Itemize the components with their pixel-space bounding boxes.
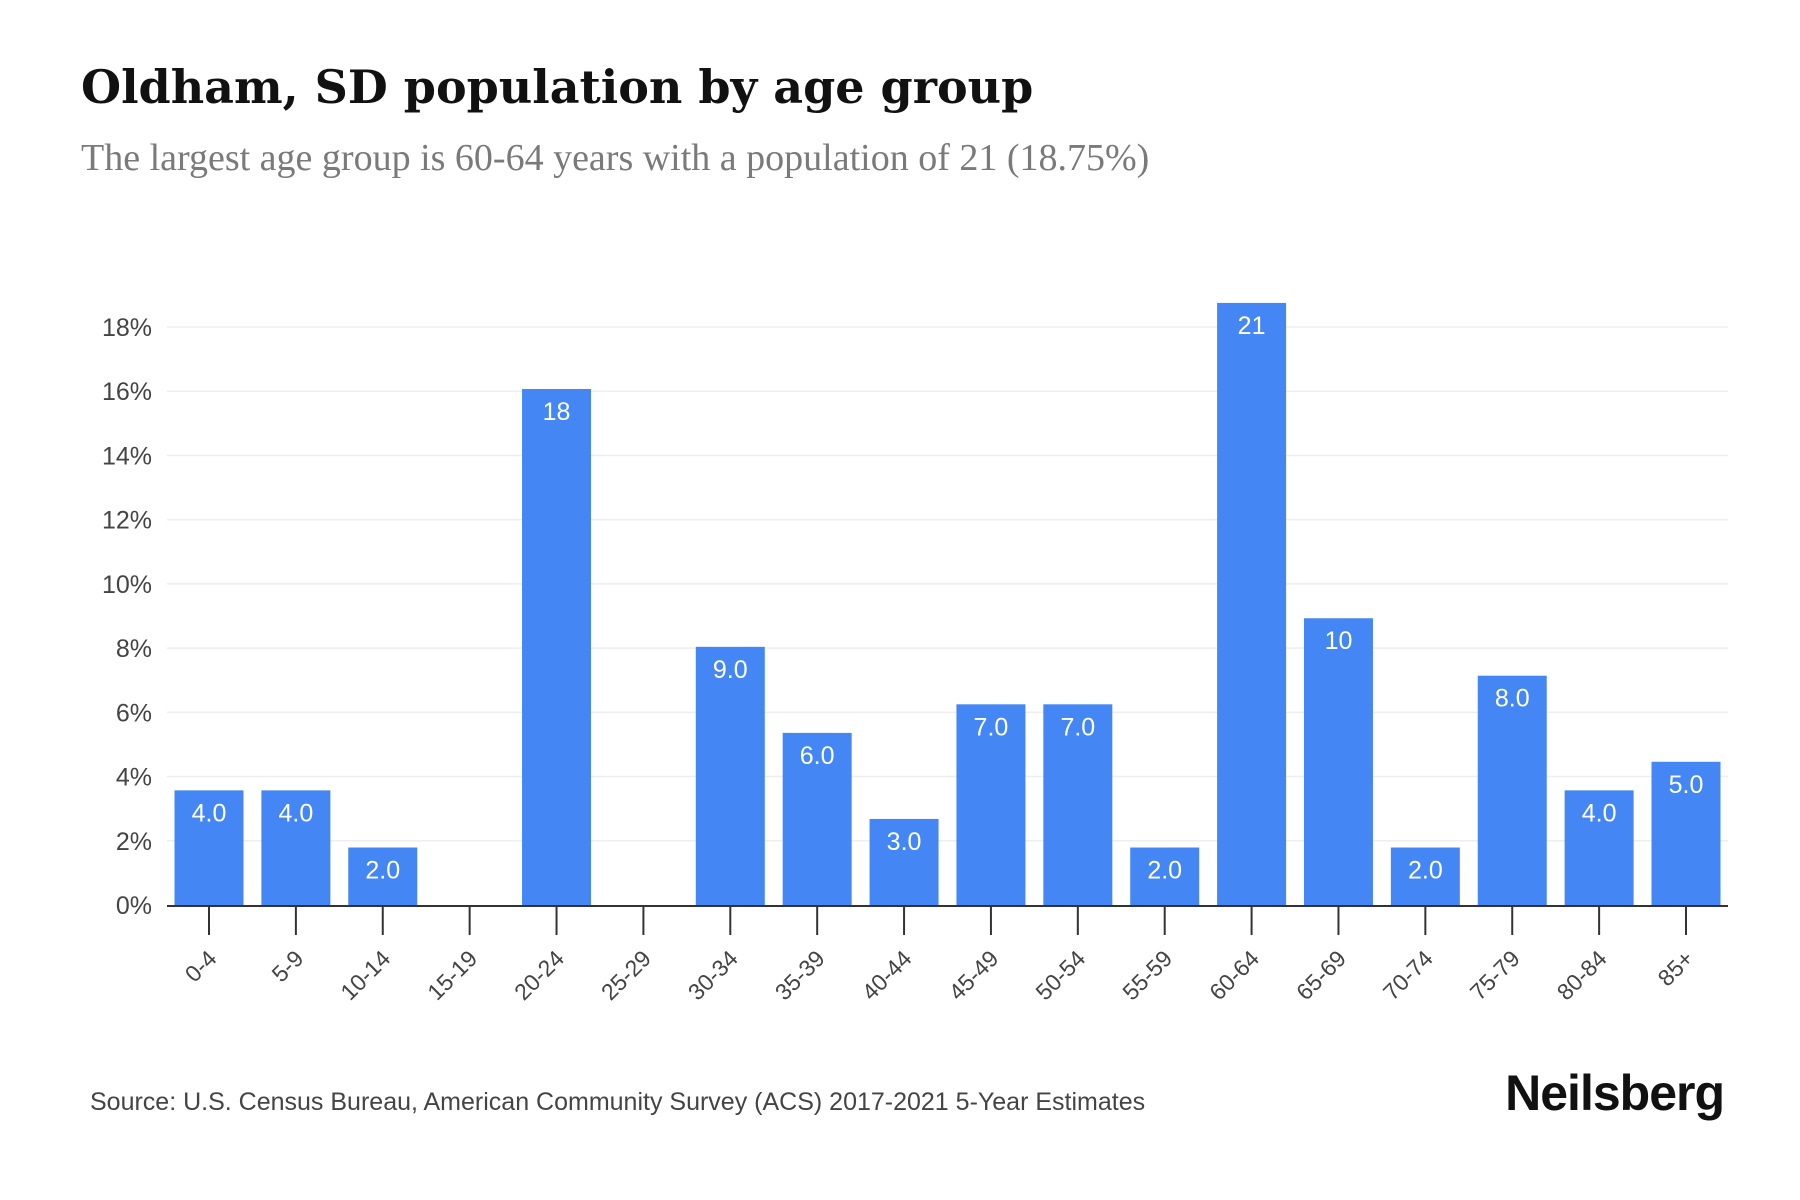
y-axis-ticks: 0% 2% 4% 6% 8% 10% 12% 14% 16% 18%: [102, 314, 152, 920]
y-tick-label: 4%: [116, 764, 152, 792]
source-note: Source: U.S. Census Bureau, American Com…: [90, 1088, 1146, 1116]
x-axis-ticks: 0-4 5-9 10-14 15-19 20-24 25-29 30-34 35-39 40-4…: [180, 907, 1699, 1005]
bar-data-label: 4.0: [192, 799, 227, 827]
bar-data-label: 2.0: [1147, 857, 1182, 885]
bar-data-label: 6.0: [800, 742, 835, 770]
y-tick-label: 10%: [102, 571, 152, 599]
y-tick-label: 16%: [102, 378, 152, 406]
x-tick-label: 5-9: [267, 945, 309, 987]
x-tick-label: 65-69: [1291, 945, 1351, 1005]
x-tick-label: 30-34: [683, 945, 743, 1005]
bar-data-label: 3.0: [887, 828, 922, 856]
bar-60-64: [1217, 302, 1287, 906]
x-tick-label: 45-49: [943, 945, 1003, 1005]
bar-75-79: [1477, 675, 1547, 905]
x-tick-label: 15-19: [422, 945, 482, 1005]
bar-data-label: 7.0: [1060, 713, 1095, 741]
bar-35-39: [782, 732, 852, 905]
bar-65-69: [1303, 618, 1373, 905]
bar-45-49: [956, 704, 1026, 905]
bar-data-label: 5.0: [1669, 771, 1704, 799]
bar-data-label: 21: [1238, 312, 1266, 340]
x-tick-label: 20-24: [509, 945, 569, 1005]
x-tick-label: 85+: [1653, 945, 1699, 991]
bar-data-label: 2.0: [1408, 857, 1443, 885]
bar-data-label: 4.0: [1582, 799, 1617, 827]
bar-80-84: [1564, 790, 1634, 905]
x-tick-label: 40-44: [857, 945, 917, 1005]
x-tick-label: 50-54: [1030, 945, 1090, 1005]
x-tick-label: 70-74: [1378, 945, 1438, 1005]
y-tick-label: 6%: [116, 699, 152, 727]
bar-0-4: [174, 790, 244, 905]
bar-85+: [1651, 761, 1721, 905]
gridlines: [167, 326, 1728, 842]
bar-data-label: 2.0: [365, 857, 400, 885]
x-tick-label: 55-59: [1117, 945, 1177, 1005]
bar-5-9: [261, 790, 331, 905]
bar-55-59: [1130, 847, 1200, 905]
x-tick-label: 0-4: [180, 945, 222, 987]
y-tick-label: 14%: [102, 442, 152, 470]
bar-data-label: 9.0: [713, 656, 748, 684]
bar-50-54: [1043, 704, 1113, 905]
bar-70-74: [1390, 847, 1460, 905]
brand-logo: Neilsberg: [1505, 1065, 1725, 1121]
x-tick-label: 10-14: [335, 945, 395, 1005]
bar-data-label: 18: [543, 398, 571, 426]
x-tick-label: 35-39: [770, 945, 830, 1005]
chart-title: Oldham, SD population by age group: [81, 60, 1034, 114]
bar-30-34: [695, 646, 765, 905]
y-tick-label: 0%: [116, 892, 152, 920]
bar-data-label: 10: [1325, 627, 1353, 655]
bar-10-14: [348, 847, 418, 905]
bar-data-label: 8.0: [1495, 685, 1530, 713]
x-tick-label: 60-64: [1204, 945, 1264, 1005]
x-tick-label: 25-29: [596, 945, 656, 1005]
bar-40-44: [869, 818, 939, 905]
chart-subtitle: The largest age group is 60-64 years wit…: [81, 137, 1150, 179]
x-tick-label: 75-79: [1465, 945, 1525, 1005]
y-tick-label: 8%: [116, 635, 152, 663]
bar-data-labels: 4.0 4.0 2.0 18 9.0 6.0 3.0 7.0 7.0 2.0 21 10 2.0 8.0 4…: [192, 312, 1704, 885]
bar-data-label: 4.0: [278, 799, 313, 827]
x-tick-label: 80-84: [1552, 945, 1612, 1005]
y-tick-label: 12%: [102, 507, 152, 535]
bars: [174, 302, 1721, 906]
bar-20-24: [522, 388, 592, 905]
bar-data-label: 7.0: [974, 713, 1009, 741]
y-tick-label: 2%: [116, 828, 152, 856]
y-tick-label: 18%: [102, 314, 152, 342]
